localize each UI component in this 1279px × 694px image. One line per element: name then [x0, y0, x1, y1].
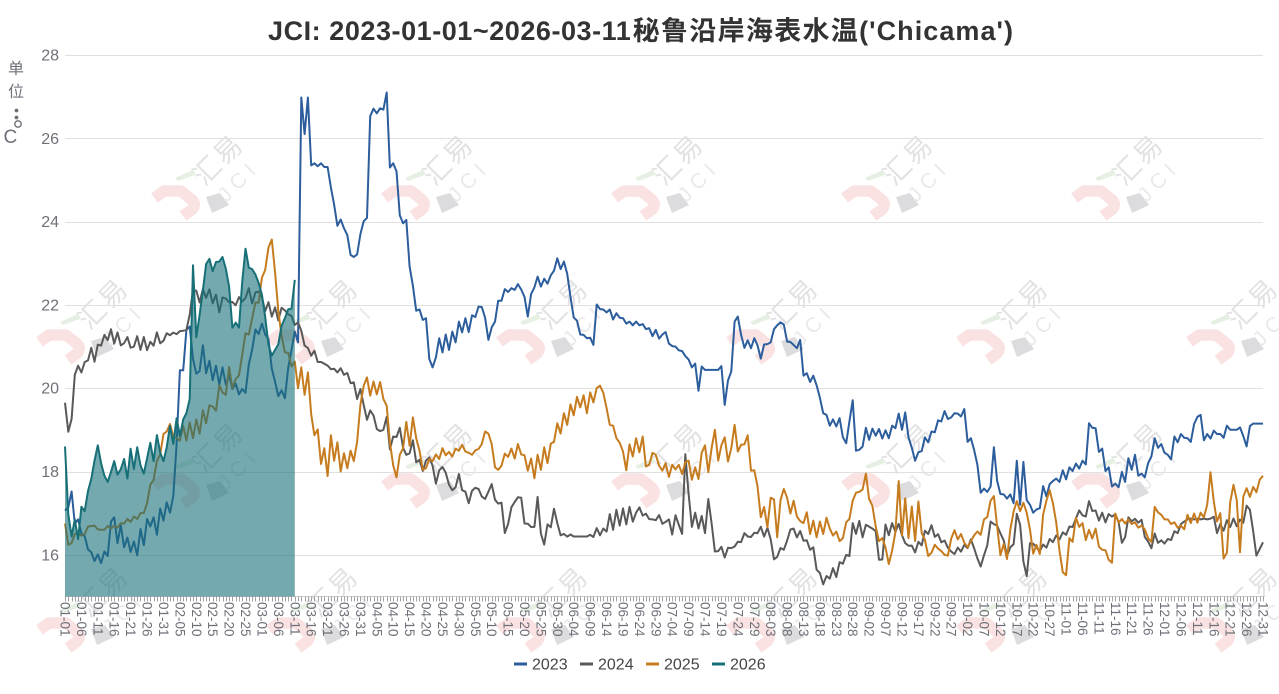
svg-text:18: 18	[41, 464, 59, 481]
svg-text:06-09: 06-09	[583, 602, 598, 637]
svg-text:16: 16	[41, 547, 59, 564]
svg-text:22: 22	[41, 297, 59, 314]
svg-text:09-02: 09-02	[862, 602, 877, 637]
svg-text:2023: 2023	[532, 657, 568, 674]
svg-text:01-31: 01-31	[156, 602, 171, 637]
svg-text:07-19: 07-19	[714, 602, 729, 637]
svg-text:08-08: 08-08	[780, 602, 795, 637]
svg-text:12-31: 12-31	[1256, 602, 1271, 637]
svg-text:06-14: 06-14	[599, 602, 614, 637]
svg-text:04-25: 04-25	[435, 602, 450, 637]
svg-text:08-18: 08-18	[812, 602, 827, 637]
svg-text:11-01: 11-01	[1059, 602, 1074, 636]
svg-text:01-11: 01-11	[90, 602, 105, 636]
svg-text:01-21: 01-21	[123, 602, 138, 637]
svg-text:05-15: 05-15	[501, 602, 516, 637]
svg-text:02-05: 02-05	[172, 602, 187, 637]
svg-text:03-01: 03-01	[254, 602, 269, 637]
svg-text:04-05: 04-05	[369, 602, 384, 637]
svg-text:12-26: 12-26	[1239, 602, 1254, 637]
svg-text:11-16: 11-16	[1108, 602, 1123, 636]
svg-text:09-27: 09-27	[944, 602, 959, 637]
svg-text:10-17: 10-17	[1009, 602, 1024, 637]
svg-text:05-05: 05-05	[468, 602, 483, 637]
svg-text:12-21: 12-21	[1223, 602, 1238, 637]
svg-text:04-15: 04-15	[402, 602, 417, 637]
svg-text:06-19: 06-19	[616, 602, 631, 637]
svg-text:05-10: 05-10	[484, 602, 499, 637]
svg-text:24: 24	[41, 214, 59, 231]
svg-text:2026: 2026	[730, 657, 766, 674]
svg-text:2025: 2025	[664, 657, 700, 674]
svg-text:05-20: 05-20	[517, 602, 532, 637]
svg-text:C: C	[4, 127, 18, 148]
svg-text:02-10: 02-10	[189, 602, 204, 637]
svg-text:04-10: 04-10	[386, 602, 401, 637]
svg-text:10-07: 10-07	[977, 602, 992, 637]
svg-text:03-16: 03-16	[304, 602, 319, 637]
svg-text:26: 26	[41, 131, 59, 148]
svg-text:02-15: 02-15	[205, 602, 220, 637]
svg-text:07-09: 07-09	[681, 602, 696, 637]
svg-text:04-30: 04-30	[451, 602, 466, 637]
svg-text:12-16: 12-16	[1206, 602, 1221, 637]
svg-text:03-31: 03-31	[353, 602, 368, 637]
svg-text:09-22: 09-22	[927, 602, 942, 637]
svg-text:03-26: 03-26	[337, 602, 352, 637]
svg-text:08-23: 08-23	[829, 602, 844, 637]
svg-text:06-24: 06-24	[632, 602, 647, 637]
svg-text:09-17: 09-17	[911, 602, 926, 637]
svg-text:10-02: 10-02	[960, 602, 975, 637]
svg-text:28: 28	[41, 48, 59, 65]
svg-text:11-06: 11-06	[1075, 602, 1090, 636]
svg-text:12-11: 12-11	[1190, 602, 1205, 636]
svg-text:07-04: 07-04	[665, 602, 680, 637]
svg-text:03-21: 03-21	[320, 602, 335, 637]
svg-text:20: 20	[41, 381, 59, 398]
svg-text:03-11: 03-11	[287, 602, 302, 636]
svg-text:02-20: 02-20	[222, 602, 237, 637]
svg-text:05-30: 05-30	[550, 602, 565, 637]
svg-text:09-12: 09-12	[895, 602, 910, 637]
svg-text:06-29: 06-29	[648, 602, 663, 637]
svg-text:10-12: 10-12	[993, 602, 1008, 637]
svg-text:JCI: 2023-01-01~2026-03-11: JCI: 2023-01-01~2026-03-11	[268, 16, 631, 46]
svg-text:07-29: 07-29	[747, 602, 762, 637]
svg-text:07-24: 07-24	[730, 602, 745, 637]
svg-text:01-06: 01-06	[74, 602, 89, 637]
svg-text:10-27: 10-27	[1042, 602, 1057, 637]
svg-text:08-03: 08-03	[763, 602, 778, 637]
svg-text:08-28: 08-28	[845, 602, 860, 637]
svg-text:06-04: 06-04	[566, 602, 581, 637]
svg-text:08-13: 08-13	[796, 602, 811, 637]
svg-text:09-07: 09-07	[878, 602, 893, 637]
svg-text:07-14: 07-14	[698, 602, 713, 637]
svg-text:11-11: 11-11	[1091, 602, 1106, 635]
svg-text:01-16: 01-16	[107, 602, 122, 637]
svg-text:('Chicama'): ('Chicama')	[859, 16, 1014, 46]
svg-text:12-01: 12-01	[1157, 602, 1172, 637]
svg-text:11-26: 11-26	[1141, 602, 1156, 636]
svg-text:2024: 2024	[598, 657, 634, 674]
svg-text:03-06: 03-06	[271, 602, 286, 637]
svg-text:04-20: 04-20	[419, 602, 434, 637]
svg-text:01-26: 01-26	[140, 602, 155, 637]
svg-text:11-21: 11-21	[1124, 602, 1139, 636]
svg-text:01-01: 01-01	[58, 602, 73, 637]
svg-text:02-25: 02-25	[238, 602, 253, 637]
svg-text:12-06: 12-06	[1173, 602, 1188, 637]
svg-text:10-22: 10-22	[1026, 602, 1041, 637]
svg-text:05-25: 05-25	[533, 602, 548, 637]
